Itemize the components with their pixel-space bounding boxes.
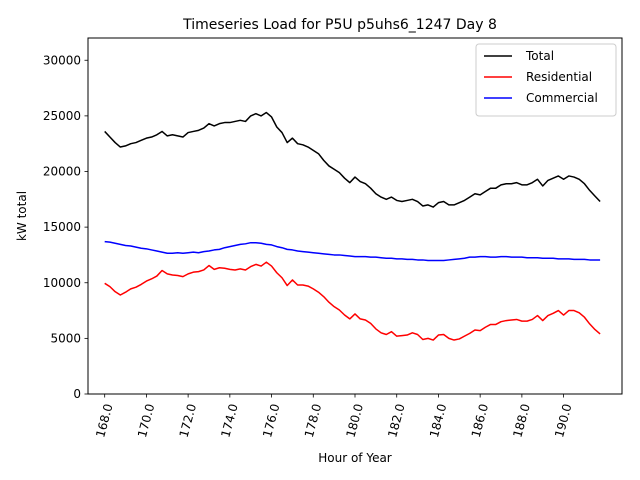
x-axis-label: Hour of Year xyxy=(318,451,392,465)
chart-title: Timeseries Load for P5U p5uhs6_1247 Day … xyxy=(182,17,497,33)
series-line-residential xyxy=(104,261,601,341)
y-tick-label: 5000 xyxy=(50,331,81,345)
series-layer xyxy=(104,111,601,341)
y-tick-label: 0 xyxy=(73,387,81,401)
legend: Total Residential Commercial xyxy=(475,43,617,117)
y-tick-label: 10000 xyxy=(43,276,81,290)
y-tick-label: 15000 xyxy=(43,220,81,234)
legend-label-commercial: Commercial xyxy=(526,91,598,105)
legend-label-residential: Residential xyxy=(526,70,592,84)
legend-label-total: Total xyxy=(525,49,554,63)
y-axis: 0 5000 10000 15000 20000 25000 30000 xyxy=(43,53,88,401)
y-tick-label: 25000 xyxy=(43,109,81,123)
y-tick-label: 30000 xyxy=(43,53,81,67)
y-tick-label: 20000 xyxy=(43,165,81,179)
series-line-commercial xyxy=(104,240,601,262)
plot-area xyxy=(87,37,623,395)
y-axis-label: kW total xyxy=(15,191,29,241)
series-line-total xyxy=(104,111,601,208)
